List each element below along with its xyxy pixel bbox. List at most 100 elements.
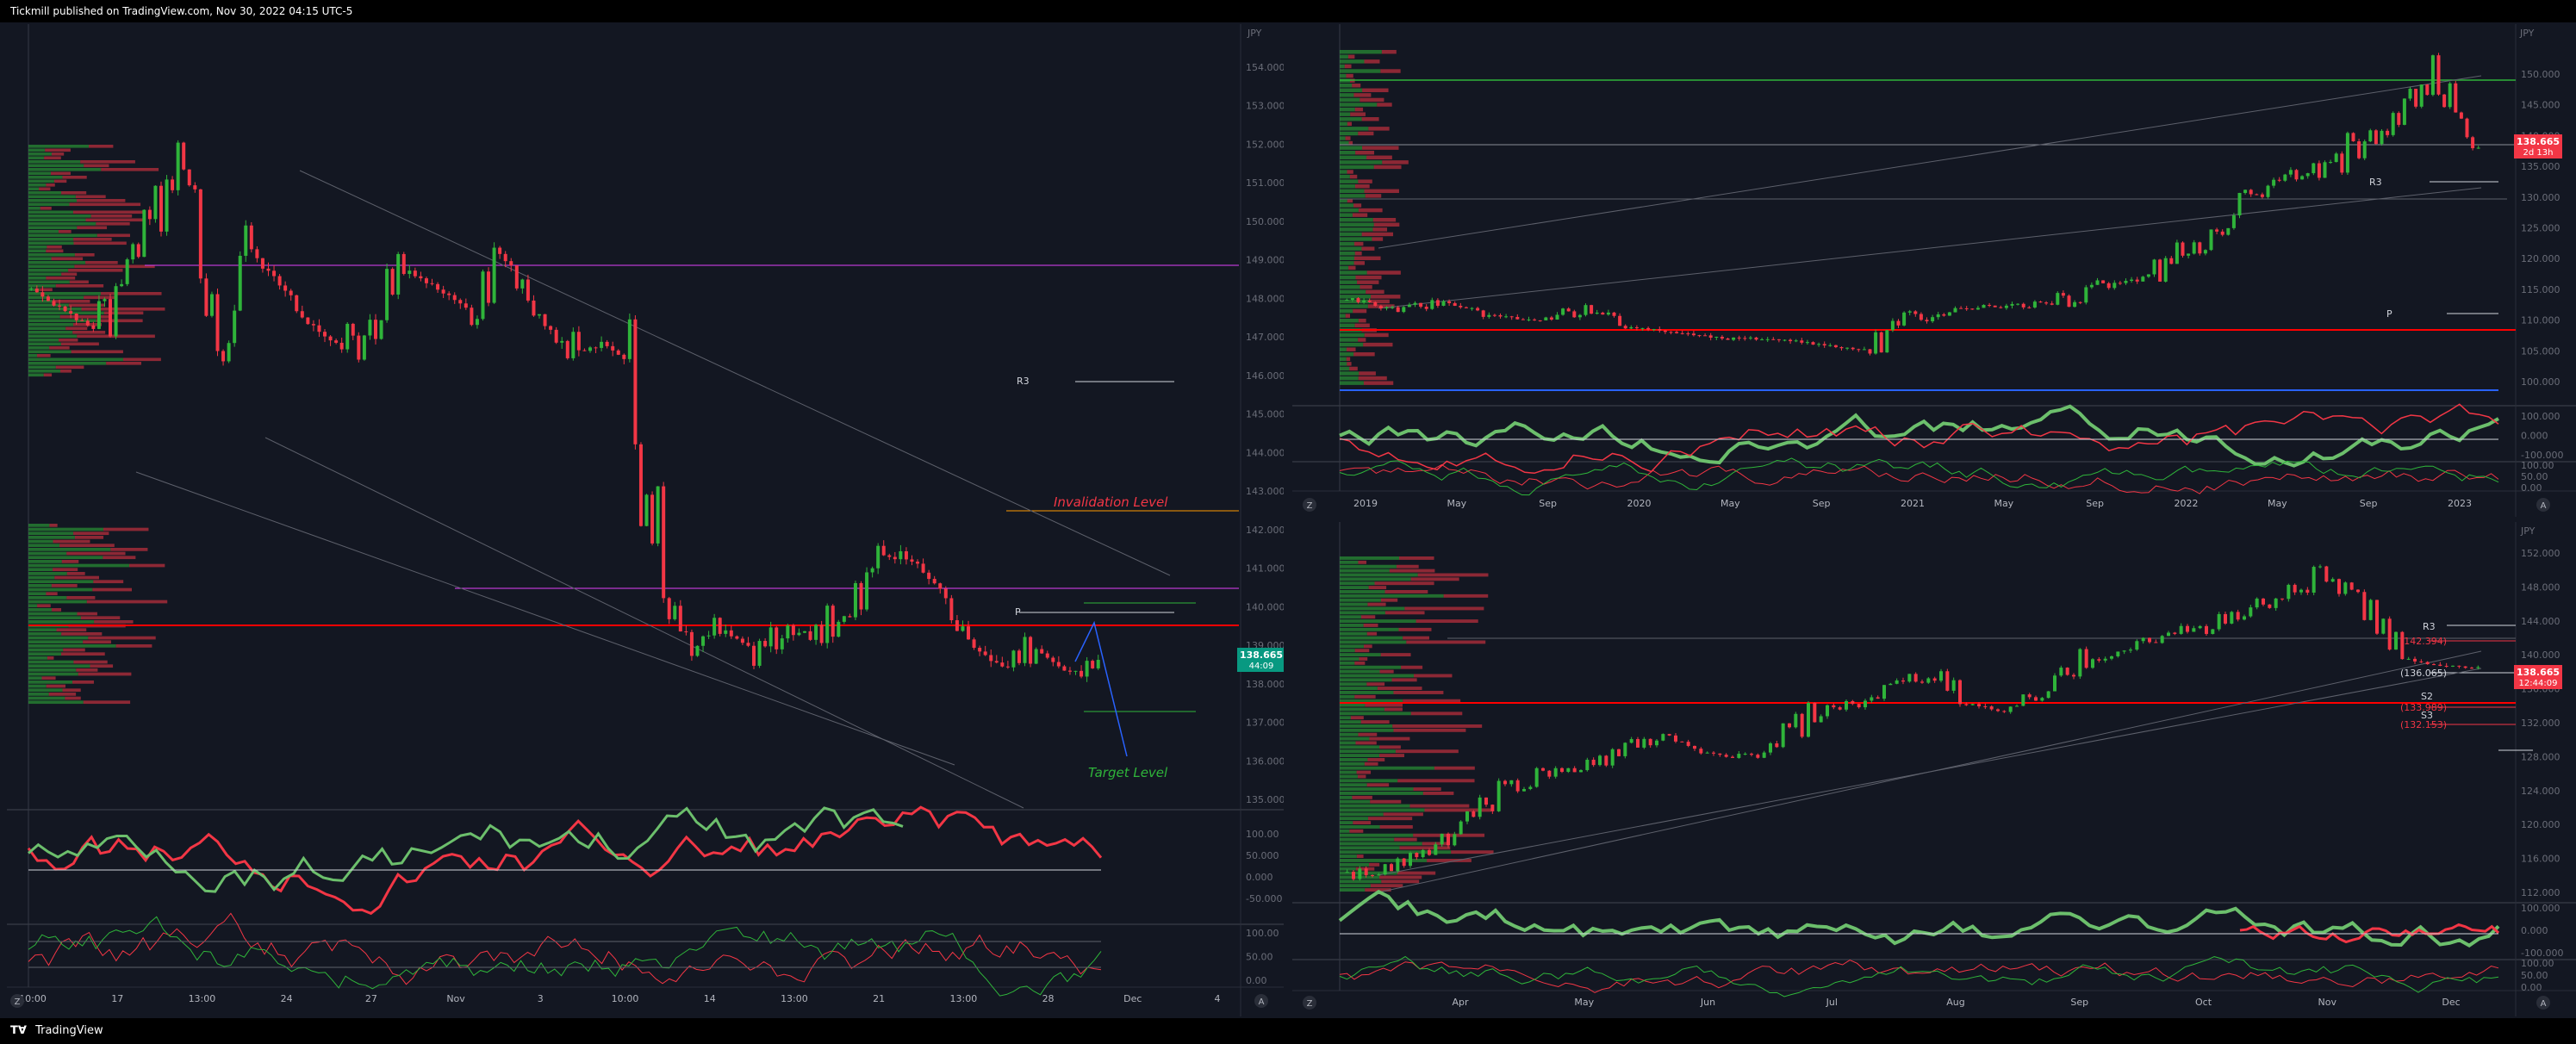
tr-candle bbox=[2357, 141, 2361, 158]
tr-candle bbox=[1919, 314, 1923, 320]
tr-candle bbox=[1964, 308, 1969, 309]
left-candle bbox=[481, 271, 485, 320]
tr-candle bbox=[1634, 326, 1639, 329]
br-candle bbox=[2141, 637, 2145, 642]
left-candle bbox=[865, 572, 869, 610]
br-volume-profile-sell bbox=[1434, 766, 1475, 770]
br-volume-profile-buy bbox=[1340, 792, 1423, 795]
tr-candle bbox=[1476, 308, 1480, 311]
volume-profile-top-buy bbox=[28, 339, 59, 342]
tr-candle bbox=[2187, 253, 2191, 256]
tr-candle bbox=[2152, 259, 2156, 275]
br-candle bbox=[2324, 566, 2329, 582]
br-candle bbox=[1807, 702, 1810, 737]
tr-volume-profile-sell bbox=[1363, 381, 1394, 385]
currency-label: JPY bbox=[2520, 525, 2536, 537]
left-candle bbox=[96, 301, 101, 329]
volume-profile-bottom-sell bbox=[46, 592, 58, 596]
left-candle bbox=[588, 347, 592, 351]
volume-profile-top-sell bbox=[100, 292, 162, 295]
br-volume-profile-buy bbox=[1340, 593, 1444, 598]
volume-profile-bottom-sell bbox=[90, 664, 114, 668]
tr-volume-profile-sell bbox=[1362, 88, 1389, 93]
br-volume-profile-sell bbox=[1396, 564, 1419, 569]
tr-candle bbox=[1584, 305, 1588, 315]
left-candle bbox=[955, 619, 959, 631]
volume-profile-bottom-sell bbox=[47, 656, 54, 660]
tr-volume-profile-buy bbox=[1340, 174, 1350, 179]
br-candle bbox=[1585, 760, 1590, 771]
tr-volume-profile-buy bbox=[1340, 366, 1350, 371]
volume-profile-top-buy bbox=[28, 187, 40, 191]
left-candle bbox=[870, 568, 874, 573]
tr-volume-profile-sell bbox=[1353, 308, 1367, 314]
s3-label: S3 bbox=[2421, 710, 2433, 721]
volume-profile-top-sell bbox=[68, 269, 123, 272]
br-candle bbox=[2432, 664, 2436, 666]
br-candle bbox=[1939, 671, 1943, 681]
volume-profile-bottom-sell bbox=[73, 531, 109, 536]
bottom-right-chart-canvas[interactable]: (142.394) (136.065) (133.989) (132.153) R3 S2… bbox=[1292, 522, 2576, 1016]
br-candle bbox=[1629, 739, 1633, 743]
br-volume-profile-buy bbox=[1340, 712, 1411, 716]
br-candle bbox=[2349, 582, 2354, 590]
volume-profile-bottom-buy bbox=[28, 693, 49, 696]
br-candle bbox=[1440, 833, 1444, 845]
br-candle bbox=[1572, 767, 1577, 773]
tr-candle bbox=[1720, 336, 1724, 339]
br-candle bbox=[1775, 743, 1779, 748]
top-right-chart-panel[interactable]: R3PJPY150.000145.000140.000135.000130.00… bbox=[1292, 24, 2576, 517]
volume-profile-bottom-sell bbox=[61, 652, 105, 656]
tr-volume-profile-buy bbox=[1340, 342, 1364, 347]
br-candle bbox=[1428, 849, 1431, 855]
br-candle bbox=[2280, 598, 2284, 600]
tr-candle bbox=[1737, 337, 1741, 339]
br-candle bbox=[2356, 589, 2360, 593]
br-candle bbox=[2337, 579, 2341, 594]
currency-label: JPY bbox=[1247, 28, 1262, 39]
tr-time-tick: Sep bbox=[2360, 498, 2378, 509]
left-chart-panel[interactable]: R3 P Invalidation Level Target Level JPY 154.… bbox=[7, 24, 1285, 1016]
left-candle bbox=[368, 320, 372, 336]
tr-volume-profile-buy bbox=[1340, 237, 1372, 241]
tr-volume-profile-sell bbox=[1380, 69, 1401, 73]
tr-volume-profile-buy bbox=[1340, 376, 1359, 381]
level-label: (133.989) bbox=[2400, 702, 2447, 713]
zoom-button bbox=[1303, 498, 1316, 512]
tr-candle bbox=[1822, 344, 1826, 346]
left-chart-canvas[interactable]: R3 P Invalidation Level Target Level JPY 154.… bbox=[7, 24, 1285, 1016]
osc1-green bbox=[28, 806, 904, 893]
br-candle bbox=[1845, 700, 1848, 710]
top-right-chart-canvas[interactable]: R3PJPY150.000145.000140.000135.000130.00… bbox=[1292, 24, 2576, 517]
br-volume-profile-buy bbox=[1340, 888, 1366, 892]
left-candle bbox=[1040, 649, 1044, 654]
tr-volume-profile-sell bbox=[1348, 265, 1356, 270]
br-volume-profile-sell bbox=[1413, 787, 1441, 792]
volume-profile-bottom-buy bbox=[28, 676, 42, 680]
tr-candle bbox=[1686, 333, 1690, 335]
br-candle bbox=[1579, 770, 1583, 773]
br-candle bbox=[1528, 786, 1533, 790]
br-volume-profile-buy bbox=[1340, 761, 1365, 766]
bottom-right-chart-panel[interactable]: (142.394) (136.065) (133.989) (132.153) R3 S2… bbox=[1292, 522, 2576, 1016]
br-candle bbox=[2205, 625, 2208, 634]
br-candle bbox=[1648, 738, 1652, 746]
trend-line bbox=[1378, 650, 2482, 893]
volume-profile-top-buy bbox=[28, 323, 73, 326]
volume-profile-top-sell bbox=[77, 199, 126, 202]
tr-volume-profile-sell bbox=[1346, 347, 1356, 351]
left-candle bbox=[650, 494, 655, 544]
left-candle bbox=[1067, 670, 1072, 672]
left-candle bbox=[46, 296, 50, 301]
tr-volume-profile-buy bbox=[1340, 275, 1356, 280]
left-candle bbox=[328, 336, 333, 341]
br-candle bbox=[2021, 694, 2025, 706]
tr-candle bbox=[1396, 307, 1400, 313]
br-candle bbox=[1958, 680, 1962, 705]
br-osc2-price-tick: 50.00 bbox=[2521, 970, 2548, 981]
osc2-price-tick: 0.00 bbox=[1246, 975, 1267, 986]
tr-candle bbox=[1982, 304, 1986, 308]
volume-profile-bottom-sell bbox=[88, 636, 156, 640]
tr-osc1-red bbox=[1339, 403, 2499, 475]
tr-volume-profile-sell bbox=[1372, 227, 1388, 232]
